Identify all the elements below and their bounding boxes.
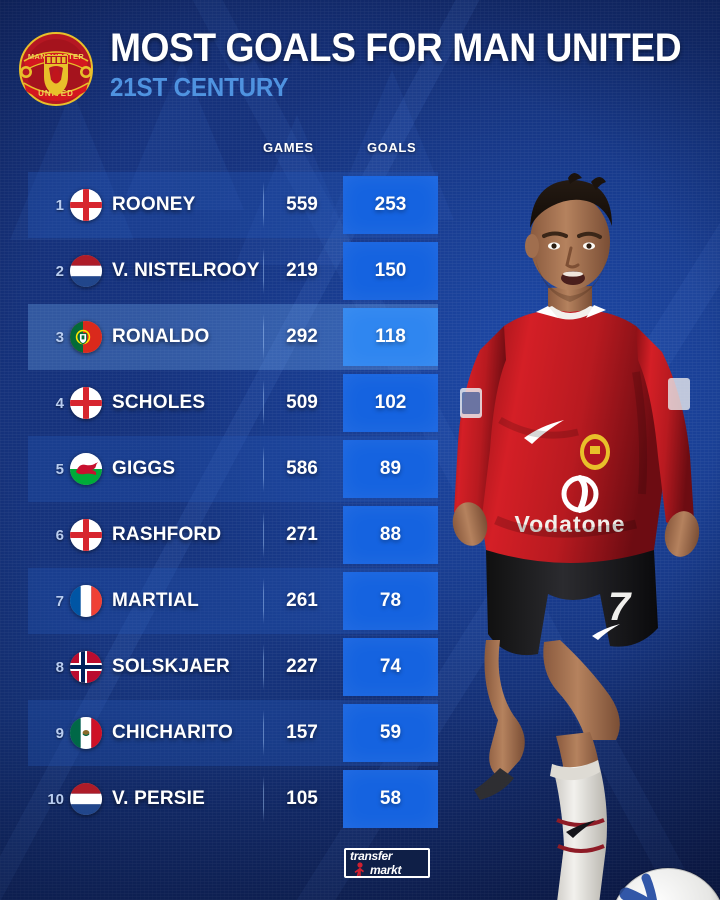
norway-flag-icon xyxy=(70,651,102,683)
row-games-value: 157 xyxy=(286,722,318,743)
england-flag-icon xyxy=(70,189,102,221)
row-separator xyxy=(263,248,264,294)
table-row[interactable]: 8 SOLSKJAER 227 74 xyxy=(0,634,460,700)
column-header-games: GAMES xyxy=(263,140,314,155)
wales-flag-icon xyxy=(70,453,102,485)
row-separator xyxy=(263,182,264,228)
row-rank: 4 xyxy=(55,394,64,412)
row-rank: 7 xyxy=(55,592,64,610)
row-rank: 2 xyxy=(55,262,64,280)
row-rank: 5 xyxy=(55,460,64,478)
row-player-name: V. PERSIE xyxy=(112,788,205,809)
row-rank: 8 xyxy=(55,658,64,676)
row-goals-value: 59 xyxy=(343,704,438,762)
row-goals-value: 118 xyxy=(343,308,438,366)
table-row[interactable]: 5 GIGGS 586 89 xyxy=(0,436,460,502)
netherlands-flag-icon xyxy=(70,783,102,815)
portugal-flag-icon xyxy=(70,321,102,353)
row-player-name: CHICHARITO xyxy=(112,722,233,743)
row-goals-value: 150 xyxy=(343,242,438,300)
row-games-value: 292 xyxy=(286,326,318,347)
row-separator xyxy=(263,776,264,822)
row-goals-value: 88 xyxy=(343,506,438,564)
england-flag-icon xyxy=(70,387,102,419)
table-row[interactable]: 1 ROONEY 559 253 xyxy=(0,172,460,238)
row-games-value: 261 xyxy=(286,590,318,611)
row-separator xyxy=(263,578,264,624)
row-player-name: ROONEY xyxy=(112,194,196,215)
transfermarkt-logo-line1: transfer xyxy=(350,849,393,863)
row-player-name: RASHFORD xyxy=(112,524,222,545)
row-goals-value: 253 xyxy=(343,176,438,234)
row-rank: 3 xyxy=(55,328,64,346)
transfermarkt-logo-line2: markt xyxy=(370,863,402,877)
mexico-flag-icon xyxy=(70,717,102,749)
netherlands-flag-icon xyxy=(70,255,102,287)
transfermarkt-logo[interactable]: transfer markt xyxy=(344,848,430,878)
row-rank: 9 xyxy=(55,724,64,742)
row-separator xyxy=(263,380,264,426)
table-row[interactable]: 9 CHICHARITO 157 59 xyxy=(0,700,460,766)
row-player-name: GIGGS xyxy=(112,458,176,479)
title-block: MOST GOALS FOR MAN UNITED 21ST CENTURY xyxy=(110,28,720,100)
table-row[interactable]: 6 RASHFORD 271 88 xyxy=(0,502,460,568)
row-goals-value: 102 xyxy=(343,374,438,432)
column-header-goals: GOALS xyxy=(367,140,417,155)
row-goals-value: 78 xyxy=(343,572,438,630)
table-row[interactable]: 7 MARTIAL 261 78 xyxy=(0,568,460,634)
table-row[interactable]: 2 V. NISTELROOY 219 150 xyxy=(0,238,460,304)
row-games-value: 559 xyxy=(286,194,318,215)
row-games-value: 509 xyxy=(286,392,318,413)
row-player-name: RONALDO xyxy=(112,326,210,347)
row-goals-value: 89 xyxy=(343,440,438,498)
row-rank: 6 xyxy=(55,526,64,544)
row-separator xyxy=(263,710,264,756)
row-goals-value: 58 xyxy=(343,770,438,828)
row-player-name: SCHOLES xyxy=(112,392,206,413)
table-row[interactable]: 4 SCHOLES 509 102 xyxy=(0,370,460,436)
transfermarkt-figure-icon xyxy=(354,862,364,876)
row-rank: 1 xyxy=(55,196,64,214)
row-goals-value: 74 xyxy=(343,638,438,696)
england-flag-icon xyxy=(70,519,102,551)
row-separator xyxy=(263,314,264,360)
row-games-value: 219 xyxy=(286,260,318,281)
page-title: MOST GOALS FOR MAN UNITED xyxy=(110,26,682,70)
row-separator xyxy=(263,644,264,690)
row-games-value: 227 xyxy=(286,656,318,677)
row-games-value: 105 xyxy=(286,788,318,809)
player-photo: Vodatone 7 xyxy=(440,120,720,900)
page-subtitle: 21ST CENTURY xyxy=(110,72,289,102)
row-games-value: 586 xyxy=(286,458,318,479)
row-separator xyxy=(263,446,264,492)
row-player-name: MARTIAL xyxy=(112,590,199,611)
svg-text:Vodatone: Vodatone xyxy=(514,511,625,537)
row-player-name: SOLSKJAER xyxy=(112,656,230,677)
column-headers: GAMES GOALS xyxy=(0,140,460,166)
france-flag-icon xyxy=(70,585,102,617)
table-row[interactable]: 3 RONALDO 292 118 xyxy=(0,304,460,370)
ranking-table: 1 ROONEY 559 253 2 V. NISTELROOY 219 150 3 RONALD… xyxy=(0,172,460,832)
manchester-united-crest-icon: MANCHESTER UNITED xyxy=(18,27,94,111)
table-row[interactable]: 10 V. PERSIE 105 58 xyxy=(0,766,460,832)
row-player-name: V. NISTELROOY xyxy=(112,260,260,281)
row-games-value: 271 xyxy=(286,524,318,545)
svg-text:7: 7 xyxy=(608,585,632,629)
row-separator xyxy=(263,512,264,558)
header: MANCHESTER UNITED MOST GOALS FOR MAN UNI… xyxy=(0,0,720,130)
row-rank: 10 xyxy=(47,790,64,808)
